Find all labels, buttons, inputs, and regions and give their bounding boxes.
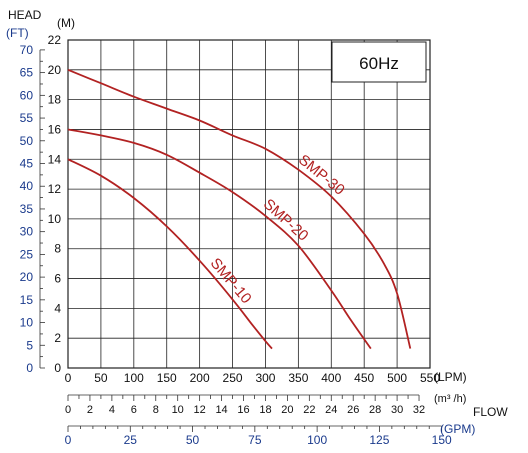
flow-m3h-tick-label: 14 — [215, 404, 227, 416]
flow-gpm-tick-label: 25 — [124, 433, 138, 447]
flow-m3h-tick-label: 30 — [391, 404, 403, 416]
curve-label-smp-20: SMP-20 — [260, 196, 312, 245]
head-ft-tick-label: 45 — [20, 157, 34, 171]
head-ft-tick-label: 55 — [20, 111, 34, 125]
flow-m3h-tick-label: 32 — [413, 404, 425, 416]
flow-m3h-tick-label: 22 — [303, 404, 315, 416]
flow-gpm-tick-label: 100 — [307, 433, 327, 447]
head-m-tick-label: 22 — [48, 33, 62, 47]
flow-m3h-tick-label: 24 — [325, 404, 337, 416]
flow-lpm-tick-label: 450 — [354, 371, 374, 385]
head-m-tick-label: 0 — [54, 361, 61, 375]
flow-gpm-tick-label: 0 — [65, 433, 72, 447]
flow-lpm-tick-label: 200 — [190, 371, 210, 385]
flow-gpm-tick-label: 150 — [432, 433, 452, 447]
head-ft-tick-label: 30 — [20, 225, 34, 239]
head-ft-tick-label: 5 — [26, 338, 33, 352]
head-m-tick-label: 20 — [48, 63, 62, 77]
curve-label-smp-10: SMP-10 — [207, 255, 255, 307]
flow-m3h-tick-label: 26 — [347, 404, 359, 416]
flow-m3h-tick-label: 2 — [87, 404, 93, 416]
m-unit-label: (M) — [57, 16, 75, 30]
head-ft-tick-label: 65 — [20, 66, 34, 80]
head-m-tick-label: 6 — [54, 272, 61, 286]
plot-grid — [67, 39, 431, 369]
flow-label: FLOW — [473, 405, 508, 419]
curve-smp-30 — [67, 68, 412, 349]
flow-lpm-tick-label: 50 — [94, 371, 108, 385]
flow-lpm-tick-label: 0 — [65, 371, 72, 385]
flow-lpm-tick-label: 150 — [157, 371, 177, 385]
head-ft-tick-label: 15 — [20, 293, 34, 307]
flow-m3h-tick-label: 4 — [109, 404, 115, 416]
lpm-unit-label: (LPM) — [434, 370, 467, 384]
head-ft-tick-label: 70 — [20, 43, 34, 57]
curve-smp-20 — [67, 128, 372, 350]
flow-gpm-tick-label: 50 — [186, 433, 200, 447]
head-ft-tick-label: 0 — [26, 361, 33, 375]
flow-m3h-tick-label: 28 — [369, 404, 381, 416]
head-m-tick-label: 10 — [48, 212, 62, 226]
head-ft-tick-label: 60 — [20, 88, 34, 102]
head-label: HEAD — [8, 8, 42, 22]
gpm-unit-label: (GPM) — [440, 422, 475, 436]
flow-gpm-tick-label: 75 — [248, 433, 262, 447]
head-ft-tick-label: 50 — [20, 134, 34, 148]
head-m-tick-label: 8 — [54, 242, 61, 256]
flow-m3h-tick-label: 20 — [281, 404, 293, 416]
head-m-tick-label: 12 — [48, 182, 62, 196]
ft-unit-label: (FT) — [6, 26, 29, 40]
flow-lpm-tick-label: 250 — [223, 371, 243, 385]
head-m-tick-label: 4 — [54, 301, 61, 315]
curve-smp-10 — [67, 158, 273, 350]
head-m-tick-label: 18 — [48, 93, 62, 107]
frequency-box — [331, 41, 427, 83]
head-ft-tick-label: 35 — [20, 202, 34, 216]
flow-lpm-tick-label: 100 — [124, 371, 144, 385]
flow-lpm-tick-label: 500 — [387, 371, 407, 385]
flow-m3h-tick-label: 6 — [131, 404, 137, 416]
flow-m3h-tick-label: 18 — [259, 404, 271, 416]
head-m-tick-label: 2 — [54, 331, 61, 345]
axis-ticks: 0246810121416182022051015202530354045505… — [20, 33, 452, 447]
flow-lpm-tick-label: 550 — [420, 371, 440, 385]
m3h-unit-label: (m³ /h) — [434, 393, 466, 405]
frequency-label: 60Hz — [359, 54, 399, 73]
flow-lpm-tick-label: 300 — [255, 371, 275, 385]
flow-lpm-tick-label: 400 — [321, 371, 341, 385]
flow-lpm-tick-label: 350 — [288, 371, 308, 385]
head-ft-tick-label: 20 — [20, 270, 34, 284]
flow-m3h-tick-label: 8 — [153, 404, 159, 416]
head-m-tick-label: 16 — [48, 122, 62, 136]
flow-gpm-tick-label: 125 — [369, 433, 389, 447]
flow-m3h-tick-label: 16 — [237, 404, 249, 416]
head-m-tick-label: 14 — [48, 152, 62, 166]
curve-label-smp-30: SMP-30 — [295, 151, 348, 198]
flow-m3h-tick-label: 10 — [172, 404, 184, 416]
head-ft-tick-label: 10 — [20, 316, 34, 330]
plot-frame — [67, 39, 431, 369]
flow-m3h-tick-label: 0 — [65, 404, 71, 416]
head-ft-tick-label: 40 — [20, 179, 34, 193]
flow-m3h-tick-label: 12 — [194, 404, 206, 416]
head-ft-tick-label: 25 — [20, 247, 34, 261]
